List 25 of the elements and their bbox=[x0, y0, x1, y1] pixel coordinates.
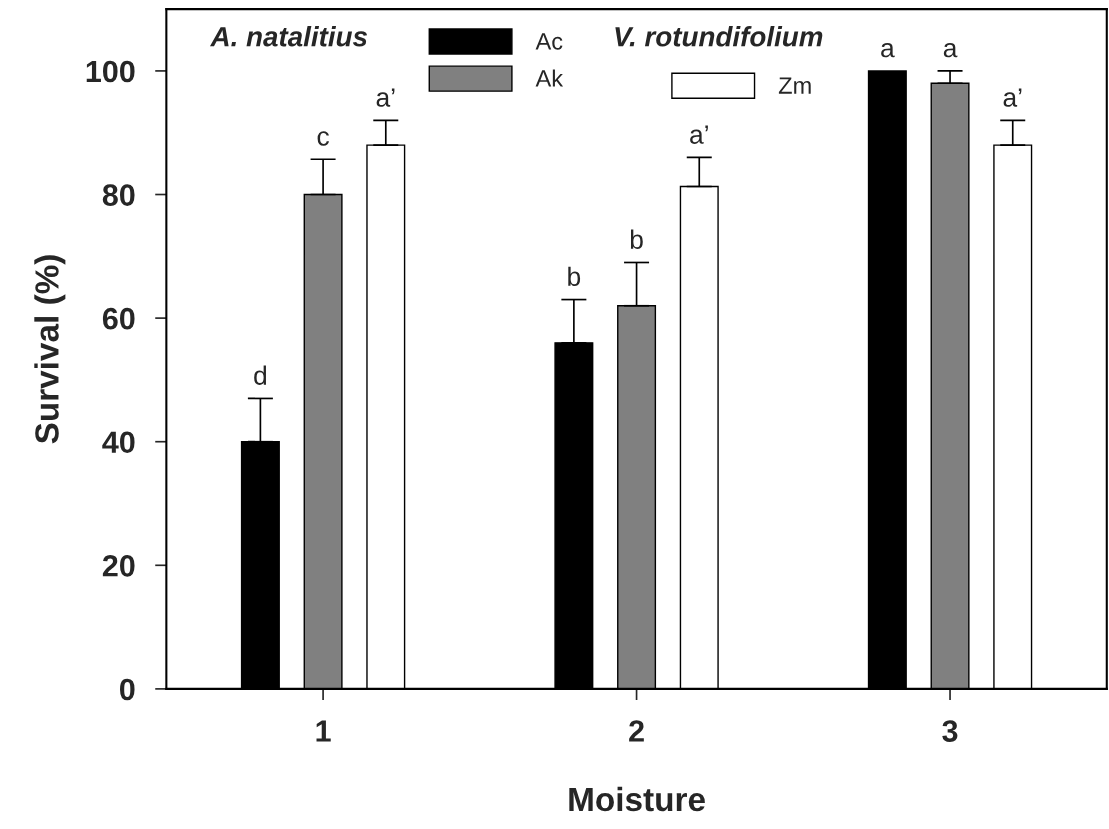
annotation: V. rotundifolium bbox=[615, 26, 823, 47]
data-label: b bbox=[630, 229, 643, 249]
data-label: b bbox=[568, 266, 581, 287]
x-axis-title: Moisture bbox=[569, 786, 705, 812]
y-tick-label: 80 bbox=[102, 184, 135, 206]
data-label: a’ bbox=[690, 125, 708, 144]
y-axis-title: Survival (%) bbox=[34, 255, 66, 444]
legend-label: Ak bbox=[535, 69, 564, 87]
data-label: d bbox=[254, 365, 267, 385]
annotation: A. natalitius bbox=[209, 26, 368, 47]
x-tick-label: 3 bbox=[942, 720, 958, 742]
data-label: a bbox=[943, 42, 958, 58]
data-label: c bbox=[317, 131, 329, 146]
y-tick-label: 60 bbox=[102, 307, 135, 330]
data-label: a bbox=[881, 42, 895, 58]
x-tick-label: 1 bbox=[316, 720, 331, 742]
data-label: a’ bbox=[376, 88, 395, 107]
data-label: a’ bbox=[1003, 88, 1022, 107]
y-tick-label: 20 bbox=[102, 555, 135, 577]
y-tick-label: 0 bbox=[120, 678, 135, 701]
y-tick-label: 40 bbox=[102, 431, 135, 454]
legend-label: Ac bbox=[535, 33, 563, 50]
y-tick-label: 100 bbox=[86, 60, 135, 83]
legend-label: Zm bbox=[778, 77, 811, 94]
x-tick-label: 2 bbox=[629, 720, 644, 742]
